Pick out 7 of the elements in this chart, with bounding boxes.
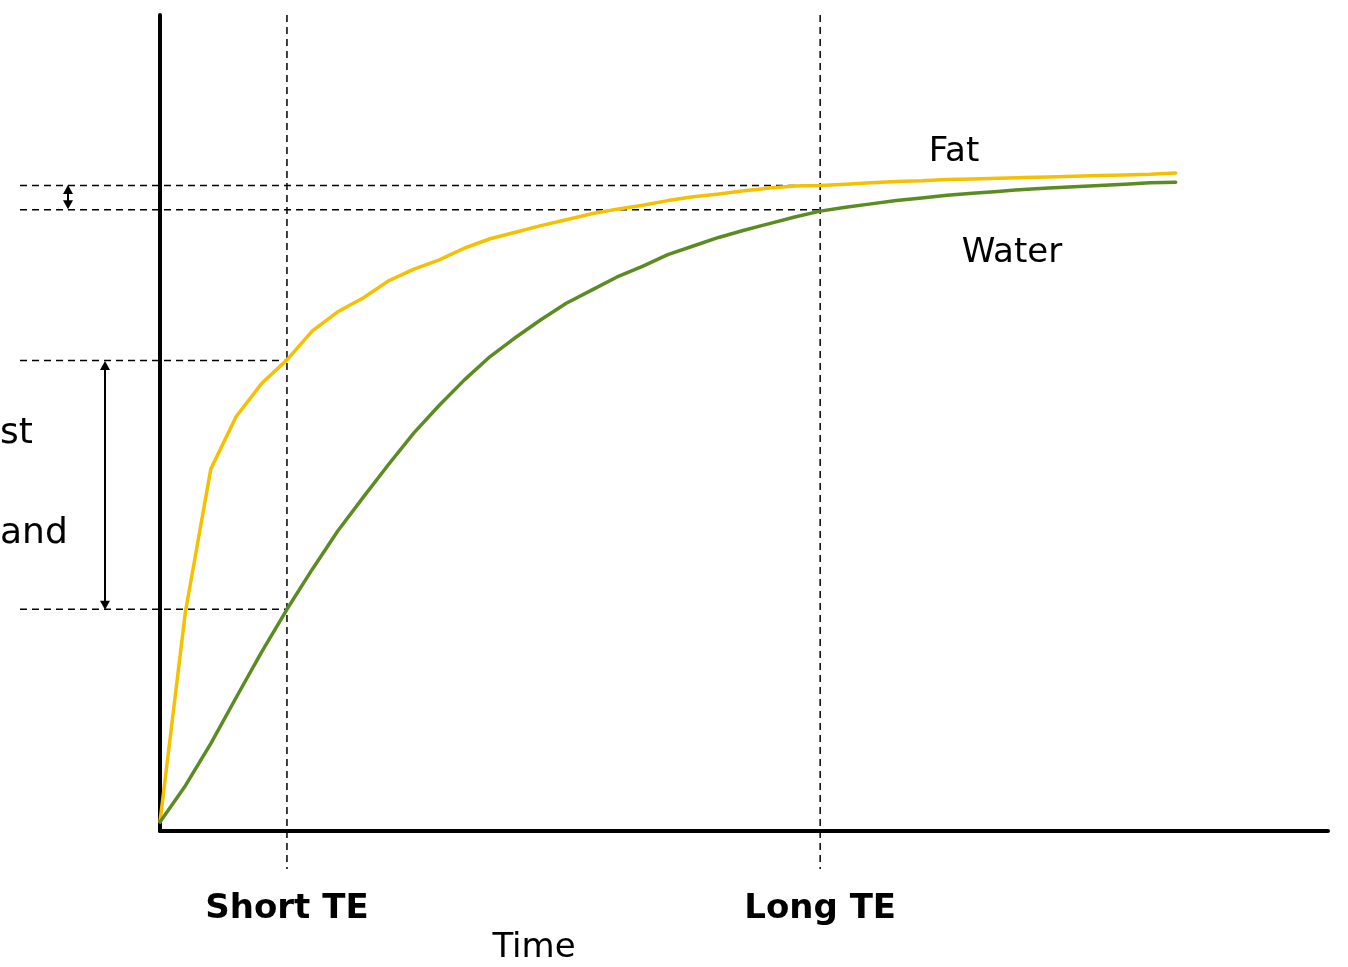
- x-axis-title: Time: [491, 925, 576, 965]
- x-tick-label: Long TE: [744, 886, 897, 927]
- x-tick-label: Short TE: [205, 886, 369, 927]
- text: and: [0, 509, 68, 551]
- series-label: Water: [961, 230, 1063, 271]
- text: st: [0, 409, 33, 451]
- series-label: Fat: [928, 128, 980, 169]
